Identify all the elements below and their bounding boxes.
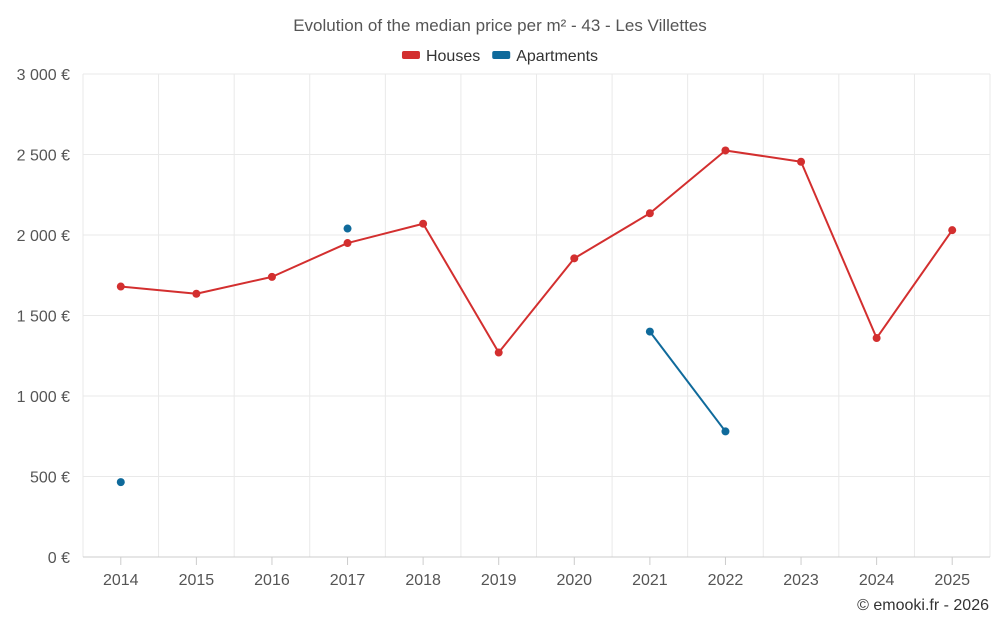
series-line <box>649 330 727 433</box>
y-axis: 0 € 500 € 1 000 € 1 500 € 2 000 € 2 500 € 3 00… <box>17 67 70 567</box>
legend-swatch <box>401 51 420 59</box>
series-apartments <box>116 224 730 487</box>
x-tick-label: 2014 <box>103 572 139 589</box>
data-point[interactable] <box>645 327 654 336</box>
data-point[interactable] <box>570 254 579 263</box>
x-axis: 2014 2015 2016 2017 2018 2019 2020 2021 2022 2023… <box>103 557 970 589</box>
chart-title: Evolution of the median price per m² - 4… <box>293 16 707 35</box>
legend-label: Apartments <box>516 48 598 65</box>
y-tick-label: 500 € <box>30 470 70 487</box>
y-tick-label: 2 500 € <box>17 148 70 165</box>
data-point[interactable] <box>116 478 125 487</box>
x-tick-label: 2020 <box>556 572 592 589</box>
data-point[interactable] <box>343 239 352 248</box>
series-houses <box>116 146 957 357</box>
x-tick-label: 2024 <box>859 572 895 589</box>
data-point[interactable] <box>116 282 125 291</box>
data-point[interactable] <box>192 289 201 298</box>
data-point[interactable] <box>494 348 503 357</box>
x-tick-label: 2019 <box>481 572 517 589</box>
data-point[interactable] <box>267 272 276 281</box>
series-layer <box>116 146 957 487</box>
data-point[interactable] <box>948 226 957 235</box>
x-tick-label: 2021 <box>632 572 668 589</box>
x-tick-label: 2023 <box>783 572 819 589</box>
x-tick-label: 2015 <box>179 572 215 589</box>
data-point[interactable] <box>721 146 730 155</box>
legend-swatch <box>492 51 511 59</box>
y-tick-label: 0 € <box>48 550 70 567</box>
data-point[interactable] <box>645 209 654 218</box>
x-tick-label: 2025 <box>934 572 970 589</box>
x-tick-label: 2017 <box>330 572 366 589</box>
x-tick-label: 2016 <box>254 572 290 589</box>
legend-item-apartments[interactable]: Apartments <box>492 48 598 65</box>
legend-label: Houses <box>426 48 480 65</box>
data-point[interactable] <box>872 334 881 343</box>
x-tick-label: 2022 <box>708 572 744 589</box>
y-tick-label: 3 000 € <box>17 67 70 84</box>
legend-item-houses[interactable]: Houses <box>401 48 480 65</box>
data-point[interactable] <box>419 219 428 228</box>
y-tick-label: 2 000 € <box>17 228 70 245</box>
credit-text: © emooki.fr - 2026 <box>857 597 989 614</box>
data-point[interactable] <box>797 157 806 166</box>
grid <box>82 73 991 558</box>
data-point[interactable] <box>343 224 352 233</box>
data-point[interactable] <box>721 427 730 436</box>
series-line <box>120 149 954 354</box>
y-tick-label: 1 000 € <box>17 389 70 406</box>
x-tick-label: 2018 <box>405 572 441 589</box>
y-tick-label: 1 500 € <box>17 309 70 326</box>
legend[interactable]: Houses Apartments <box>401 48 598 65</box>
